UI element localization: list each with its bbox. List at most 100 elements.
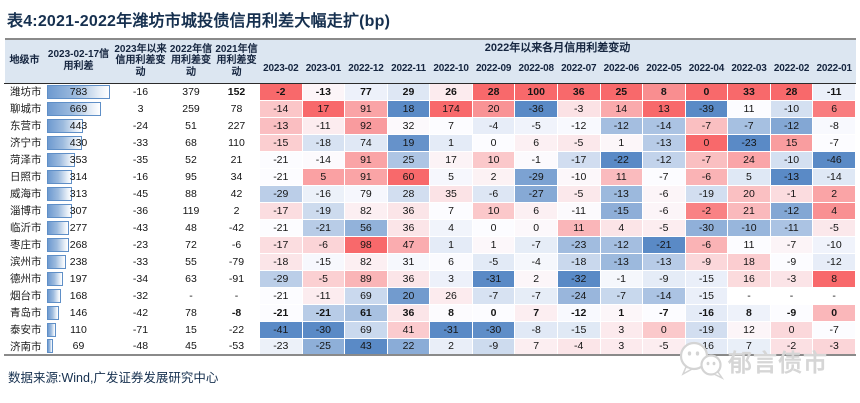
heatmap-cell: -7 (471, 286, 516, 305)
heatmap-cell: -21 (642, 235, 686, 254)
heatmap-cell: -7 (727, 116, 771, 135)
heatmap-cell: -3 (556, 99, 601, 118)
city-cell: 泰安市 (4, 320, 45, 339)
heatmap-cell: 3 (429, 269, 473, 288)
heatmap-cell: -11 (301, 286, 346, 305)
heatmap-cell: 29 (386, 82, 431, 101)
col-header-month: 2022-05 (642, 56, 686, 84)
heatmap-cell: 43 (344, 337, 388, 356)
heatmap-cell: -21 (259, 303, 303, 322)
heatmap-cell: -12 (599, 116, 644, 135)
heatmap-cell: -4 (556, 337, 601, 356)
heatmap-cell: -21 (301, 218, 346, 237)
spread-bar-cell: 783 (44, 82, 113, 101)
heatmap-cell: -7 (812, 320, 856, 339)
chg-2023-cell: -43 (112, 218, 169, 237)
table-row: 淄博市 307 -36 119 2 -17 -19 82 36 7 10 6 -11 -15 -6 -2 21-… (4, 201, 856, 220)
city-cell: 济宁市 (4, 133, 45, 152)
heatmap-cell: 56 (344, 218, 388, 237)
chg-2021-cell: 78 (213, 99, 260, 118)
city-cell: 德州市 (4, 269, 45, 288)
city-cell: 东营市 (4, 116, 45, 135)
data-bar: 669 (47, 101, 110, 116)
heatmap-cell: 26 (429, 286, 473, 305)
heatmap-cell: 17 (301, 99, 346, 118)
heatmap-cell: - (769, 286, 814, 305)
data-bar: 277 (47, 220, 110, 235)
heatmap-cell: 14 (599, 99, 644, 118)
chg-2022-cell: 55 (168, 252, 214, 271)
chg-2021-cell: 2 (213, 201, 260, 220)
chg-2022-cell: 72 (168, 235, 214, 254)
heatmap-cell: 28 (386, 184, 431, 203)
heatmap-cell: -18 (301, 133, 346, 152)
table-row: 菏泽市 353 -35 52 21 -21 -14 91 25 17 10 -1 -17 -22 -12 -7… (4, 150, 856, 169)
heatmap-cell: 18 (727, 252, 771, 271)
chg-2021-cell: - (213, 286, 260, 305)
heatmap-cell: 1 (599, 303, 644, 322)
heatmap-cell: 41 (386, 320, 431, 339)
spread-bar-cell: 69 (44, 337, 113, 356)
heatmap-cell: -10 (769, 150, 814, 169)
heatmap-cell: 0 (514, 218, 558, 237)
heatmap-cell: -32 (556, 269, 601, 288)
col-header-chg-2023: 2023年以来信用利差变动 (112, 39, 169, 84)
heatmap-cell: -10 (727, 218, 771, 237)
city-cell: 济南市 (4, 337, 45, 356)
spread-bar-cell: 197 (44, 269, 113, 288)
heatmap-cell: 8 (812, 269, 856, 288)
table-row: 滨州市 238 -33 55 -79 -18 -15 82 31 6 -5 -4 -18 -13 -13 -9… (4, 252, 856, 271)
heatmap-cell: 8 (642, 82, 686, 101)
col-header-month: 2022-03 (727, 56, 771, 84)
heatmap-cell: -7 (684, 116, 729, 135)
heatmap-cell: 36 (386, 218, 431, 237)
heatmap-cell: 16 (727, 269, 771, 288)
spread-value: 238 (69, 255, 88, 268)
heatmap-cell: -13 (259, 116, 303, 135)
heatmap-cell: 5 (301, 167, 346, 186)
spread-value: 430 (69, 136, 88, 149)
heatmap-cell: -29 (259, 269, 303, 288)
heatmap-cell: -14 (259, 99, 303, 118)
table-row: 临沂市 277 -43 48 -42 -21 -21 56 36 4 0 0 11 4 -5 -30 -10 -1… (4, 218, 856, 237)
city-cell: 威海市 (4, 184, 45, 203)
col-header-month: 2022-06 (600, 56, 643, 84)
city-cell: 烟台市 (4, 286, 45, 305)
city-cell: 枣庄市 (4, 235, 45, 254)
heatmap-cell: 10 (471, 150, 516, 169)
heatmap-cell: -11 (769, 218, 814, 237)
spread-bar-cell: 314 (44, 167, 113, 186)
heatmap-cell: 6 (812, 99, 856, 118)
chg-2021-cell: -8 (213, 303, 260, 322)
heatmap-cell: 32 (386, 116, 431, 135)
table-row: 日照市 314 -16 95 34 -21 5 91 60 5 2 -29 -10 11 -7 -6 5 -13-… (4, 167, 856, 186)
heatmap-cell: -6 (684, 235, 729, 254)
col-group-monthly-header: 2022年以来各月信用利差变动 (259, 39, 856, 56)
heatmap-cell: -5 (471, 252, 516, 271)
chg-2022-cell: 259 (168, 99, 214, 118)
table-row: 威海市 313 -45 88 42 -29 -16 79 28 35 -6 -27 -5 -13 -6 -19… (4, 184, 856, 203)
heatmap-cell: 17 (429, 150, 473, 169)
heatmap-cell: - (812, 286, 856, 305)
chg-2021-cell: -22 (213, 320, 260, 339)
chg-2022-cell: 45 (168, 337, 214, 356)
heatmap-cell: 60 (386, 167, 431, 186)
heatmap-cell: -10 (812, 235, 856, 254)
heatmap-cell: -25 (301, 337, 346, 356)
heatmap-cell: -21 (259, 286, 303, 305)
heatmap-cell: 0 (471, 133, 516, 152)
heatmap-cell: -12 (556, 303, 601, 322)
chg-2021-cell: 21 (213, 150, 260, 169)
chg-2021-cell: -42 (213, 218, 260, 237)
chg-2023-cell: -16 (112, 82, 169, 101)
heatmap-cell: -15 (684, 286, 729, 305)
heatmap-cell: -4 (471, 116, 516, 135)
heatmap-cell: -17 (556, 150, 601, 169)
heatmap-cell: 82 (344, 252, 388, 271)
chg-2023-cell: -32 (112, 286, 169, 305)
heatmap-cell: -21 (259, 167, 303, 186)
heatmap-cell: 6 (514, 133, 558, 152)
heatmap-cell: 11 (599, 167, 644, 186)
heatmap-cell: -13 (642, 133, 686, 152)
heatmap-cell: 0 (684, 82, 729, 101)
